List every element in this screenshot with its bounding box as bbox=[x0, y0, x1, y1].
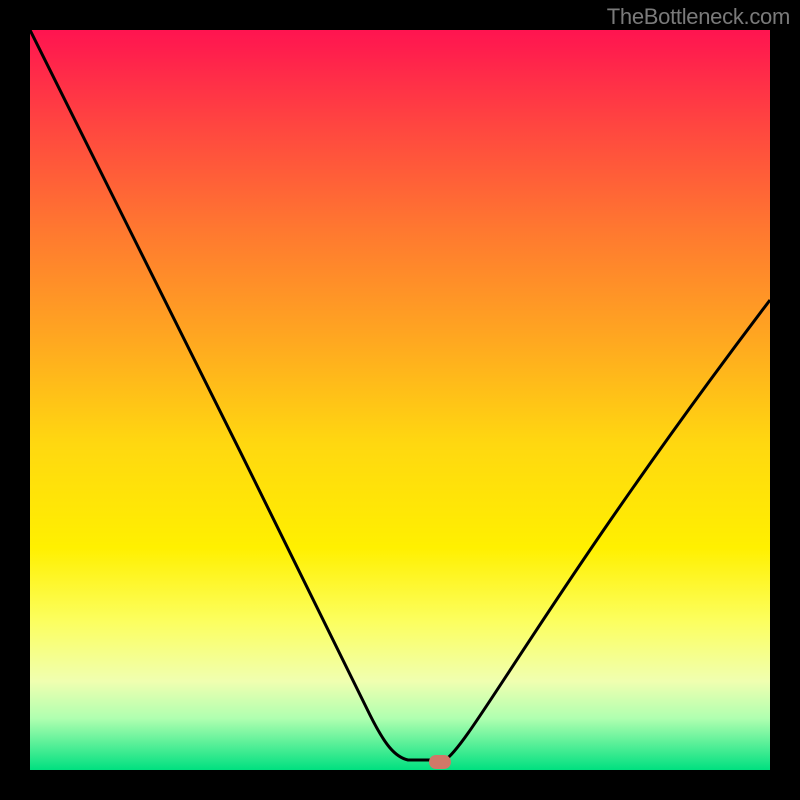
optimum-marker bbox=[429, 755, 451, 769]
bottleneck-curve bbox=[30, 30, 770, 770]
chart-plot-area bbox=[30, 30, 770, 770]
attribution-text: TheBottleneck.com bbox=[607, 4, 790, 30]
bottleneck-curve-path bbox=[30, 30, 770, 760]
